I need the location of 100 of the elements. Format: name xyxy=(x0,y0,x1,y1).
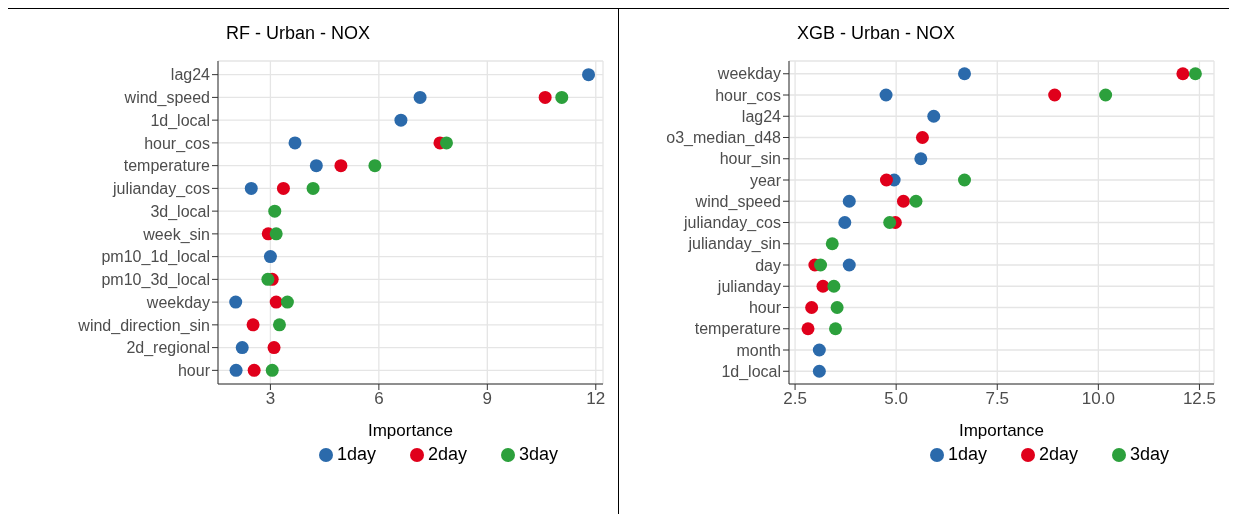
legend-label: 2day xyxy=(1038,444,1079,464)
legend-label: 2day xyxy=(427,444,468,464)
point xyxy=(1176,67,1190,81)
point xyxy=(267,341,281,355)
y-tick-label: weekday xyxy=(716,65,781,83)
point xyxy=(272,318,286,332)
y-tick-label: wind_speed xyxy=(123,89,210,108)
y-tick-label: 3d_local xyxy=(150,202,210,221)
x-tick-label: 3 xyxy=(265,389,276,409)
point xyxy=(958,173,971,187)
chart-title: RF - Urban - NOX xyxy=(226,23,371,44)
y-tick-label: julianday_cos xyxy=(683,214,781,233)
point xyxy=(268,204,282,218)
point xyxy=(555,90,569,104)
y-tick-label: year xyxy=(749,171,782,189)
point xyxy=(244,181,258,195)
point xyxy=(827,279,841,293)
y-tick-label: o3_median_d48 xyxy=(666,129,782,148)
point xyxy=(269,295,283,309)
point xyxy=(915,131,929,144)
y-tick-label: weekday xyxy=(145,293,210,311)
y-tick-label: wind_speed xyxy=(694,192,781,211)
x-tick-label: 10.0 xyxy=(1081,389,1115,409)
point xyxy=(246,318,260,332)
point xyxy=(276,181,290,195)
y-tick-label: 1d_local xyxy=(721,362,781,381)
point xyxy=(235,341,249,355)
point xyxy=(265,363,279,377)
y-tick-label: hour xyxy=(177,362,211,380)
y-tick-label: temperature xyxy=(123,157,211,175)
y-tick-label: 1d_local xyxy=(150,111,210,130)
point xyxy=(280,295,294,309)
x-tick-label: 7.5 xyxy=(985,389,1010,409)
x-tick-label: 12.5 xyxy=(1182,389,1216,409)
x-tick-label: 6 xyxy=(374,389,384,409)
y-tick-label: lag24 xyxy=(741,107,782,125)
x-tick-label: 12 xyxy=(586,389,606,409)
point xyxy=(829,322,842,336)
point xyxy=(896,194,910,208)
point xyxy=(1099,88,1113,102)
point xyxy=(842,258,856,272)
point xyxy=(394,113,408,127)
point xyxy=(801,322,815,336)
y-tick-label: hour xyxy=(748,299,782,317)
point xyxy=(261,272,275,286)
y-tick-label: hour_cos xyxy=(144,134,210,153)
point xyxy=(838,216,852,229)
point xyxy=(309,159,323,173)
y-tick-label: hour_sin xyxy=(719,150,781,169)
point xyxy=(909,194,923,208)
y-tick-label: pm10_3d_local xyxy=(101,271,210,290)
y-tick-label: julianday xyxy=(716,277,781,295)
x-axis-title: Importance xyxy=(958,421,1045,440)
y-tick-label: pm10_1d_local xyxy=(101,248,210,267)
legend-label: 1day xyxy=(336,444,376,464)
point xyxy=(958,67,971,81)
point xyxy=(269,227,283,241)
point xyxy=(413,90,427,104)
x-tick-label: 2.5 xyxy=(783,389,807,409)
point xyxy=(439,136,453,150)
y-tick-label: 2d_regional xyxy=(126,339,210,358)
point xyxy=(879,88,893,102)
point xyxy=(229,363,243,377)
point xyxy=(306,181,320,195)
point xyxy=(830,301,844,314)
y-tick-label: julianday_cos xyxy=(112,180,210,199)
point xyxy=(816,279,830,293)
y-tick-label: hour_cos xyxy=(715,86,781,105)
x-tick-label: 5.0 xyxy=(884,389,908,409)
x-tick-label: 9 xyxy=(482,389,493,409)
point xyxy=(538,90,552,104)
chart-title: XGB - Urban - NOX xyxy=(797,23,956,44)
legend-label: 1day xyxy=(947,444,987,464)
point xyxy=(368,159,382,173)
point xyxy=(582,68,596,82)
point xyxy=(812,343,826,357)
point xyxy=(825,237,839,251)
y-tick-label: day xyxy=(755,256,781,274)
point xyxy=(879,173,893,187)
point xyxy=(263,250,277,264)
point xyxy=(883,216,897,229)
point xyxy=(1188,67,1202,81)
y-tick-label: month xyxy=(736,341,781,359)
x-axis-title: Importance xyxy=(367,421,454,440)
point xyxy=(842,194,856,208)
point xyxy=(334,159,348,173)
y-tick-label: julianday_sin xyxy=(687,235,781,254)
legend-label: 3day xyxy=(519,444,559,464)
point xyxy=(805,301,819,314)
y-tick-label: week_sin xyxy=(142,225,210,244)
point xyxy=(247,363,261,377)
y-tick-label: wind_direction_sin xyxy=(77,316,210,335)
y-tick-label: lag24 xyxy=(170,66,211,84)
y-tick-label: temperature xyxy=(694,320,782,338)
legend-label: 3day xyxy=(1130,444,1170,464)
point xyxy=(814,258,828,272)
point xyxy=(927,109,941,123)
point xyxy=(812,364,826,378)
point xyxy=(229,295,243,309)
point xyxy=(914,152,928,166)
